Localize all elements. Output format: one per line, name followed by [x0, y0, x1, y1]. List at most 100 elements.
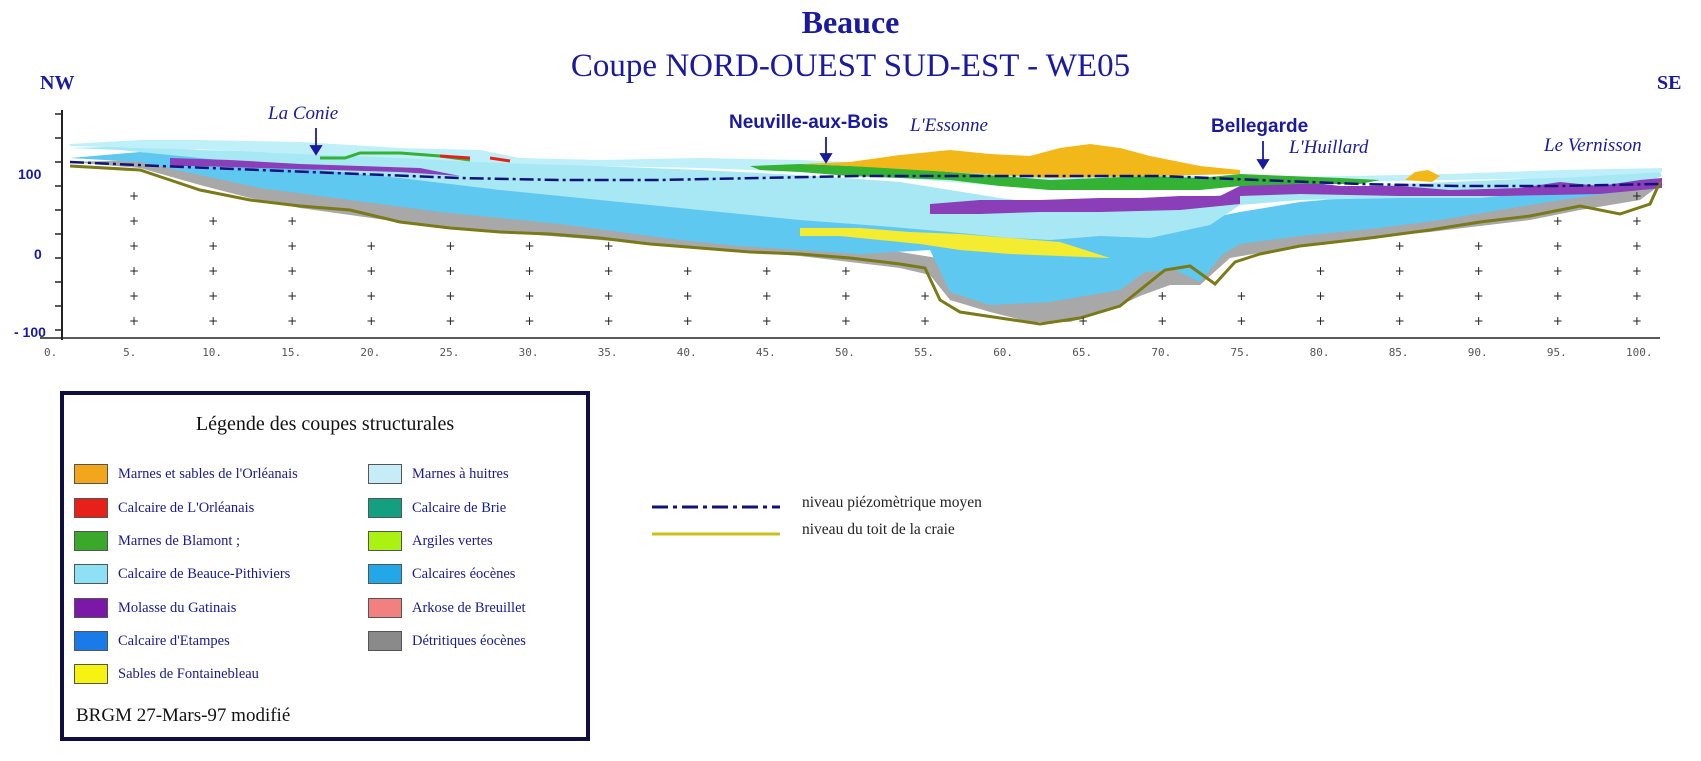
basement-cross: + [366, 264, 376, 278]
legend-swatch [74, 664, 108, 684]
basement-cross: + [208, 314, 218, 328]
place-lhuillard: L'Huillard [1289, 137, 1369, 158]
basement-cross: + [1395, 289, 1405, 303]
legend-label: Marnes et sables de l'Orléanais [118, 465, 298, 482]
legend-swatch [368, 464, 402, 484]
basement-cross: + [287, 264, 297, 278]
basement-cross: + [1553, 214, 1563, 228]
place-bellegarde: Bellegarde [1211, 116, 1309, 137]
basement-cross: + [1315, 314, 1325, 328]
basement-cross: + [366, 239, 376, 253]
x-tick-label: 5. [123, 346, 136, 359]
x-tick-label: 20. [360, 346, 380, 359]
diagram-subtitle: Coupe NORD-OUEST SUD-EST - WE05 [570, 48, 1131, 84]
legend-label: Marnes de Blamont ; [118, 532, 241, 549]
legend-swatch [74, 598, 108, 618]
legend-swatch [368, 498, 402, 518]
basement-cross: + [524, 289, 534, 303]
direction-nw: NW [40, 72, 75, 94]
basement-cross: + [208, 214, 218, 228]
basement-cross: + [1632, 214, 1642, 228]
basement-cross: + [1474, 264, 1484, 278]
legend-swatch [74, 498, 108, 518]
line-legend-label: niveau du toit de la craie [802, 521, 955, 538]
line-legend-label: niveau piézomètrique moyen [802, 494, 982, 511]
basement-cross: + [1395, 264, 1405, 278]
basement-cross: + [1553, 264, 1563, 278]
legend-swatch [74, 464, 108, 484]
legend-label: Calcaire de Brie [412, 499, 507, 516]
legend-label: Molasse du Gatinais [118, 599, 237, 616]
basement-cross: + [445, 264, 455, 278]
basement-cross: + [366, 314, 376, 328]
x-tick-label: 10. [202, 346, 222, 359]
layer-sables-fontainebleau [800, 228, 1110, 258]
legend-label: Calcaires éocènes [412, 565, 516, 582]
basement-cross: + [445, 289, 455, 303]
x-axis-tick-labels: 0. 5. 10. 15. 20. 25. 30. 35. 40. 45. 50. 55. 60. 65.… [44, 346, 1653, 359]
basement-cross: + [287, 239, 297, 253]
legend-label: Calcaire de L'Orléanais [118, 499, 255, 516]
x-tick-label: 60. [993, 346, 1013, 359]
piezo-line-sample [652, 505, 780, 509]
chalk-line-sample [652, 532, 780, 536]
place-neuville-aux-bois: Neuville-aux-Bois [729, 112, 889, 133]
basement-cross: + [604, 314, 614, 328]
x-tick-label: 15. [281, 346, 301, 359]
layer-orleanais-small [1405, 170, 1440, 182]
piezometric-line [69, 160, 1661, 188]
legend-title: Légende des coupes structurales [195, 413, 455, 435]
layer-molasse-gatinais [170, 158, 460, 176]
y-label-100: 100 [18, 166, 42, 182]
x-tick-label: 40. [677, 346, 697, 359]
basement-cross: + [1157, 289, 1167, 303]
basement-cross: + [524, 314, 534, 328]
legend-swatch [368, 564, 402, 584]
legend-label: Sables de Fontainebleau [118, 665, 259, 682]
legend-item: Marnes et sables de l'Orléanais [74, 463, 298, 485]
basement-cross: + [208, 239, 218, 253]
basement-cross: + [762, 264, 772, 278]
x-tick-label: 35. [598, 346, 618, 359]
basement-cross: + [129, 289, 139, 303]
legend-swatch [74, 631, 108, 651]
legend-swatch [74, 531, 108, 551]
basement-cross: + [445, 314, 455, 328]
legend-item: Détritiques éocènes [368, 630, 526, 652]
basement-cross: + [1632, 314, 1642, 328]
x-tick-label: 25. [440, 346, 460, 359]
basement-cross: + [1395, 314, 1405, 328]
legend-item: Marnes à huitres [368, 463, 509, 485]
basement-cross: + [1236, 314, 1246, 328]
legend-box: Légende des coupes structurales Marnes e… [60, 391, 590, 741]
basement-cross: + [1078, 314, 1088, 328]
x-tick-label: 80. [1310, 346, 1330, 359]
basement-cross: + [683, 289, 693, 303]
x-tick-label: 95. [1547, 346, 1567, 359]
legend-label: Arkose de Breuillet [412, 599, 526, 616]
basement-cross: + [524, 264, 534, 278]
legend-label: Marnes à huitres [412, 465, 509, 482]
legend-item: Calcaires éocènes [368, 563, 515, 585]
basement-cross: + [1474, 239, 1484, 253]
y-label-0: 0 [34, 246, 42, 262]
basement-cross: + [1474, 289, 1484, 303]
basement-cross: + [524, 239, 534, 253]
basement-cross: + [604, 264, 614, 278]
basement-cross: + [1157, 314, 1167, 328]
x-tick-label: 100. [1626, 346, 1653, 359]
basement-cross: + [129, 314, 139, 328]
basement-cross: + [1395, 239, 1405, 253]
basement-cross: + [1315, 264, 1325, 278]
legend-item: Arkose de Breuillet [368, 597, 526, 619]
legend-label: Argiles vertes [412, 532, 493, 549]
basement-cross: + [762, 289, 772, 303]
basement-cross: + [604, 239, 614, 253]
legend-swatch [368, 631, 402, 651]
x-tick-label: 75. [1231, 346, 1251, 359]
basement-cross: + [287, 289, 297, 303]
cross-section: + + + + + + + + + + + + + + + + + + + + + + + + + + + + + + + + + + + + + + + +… [40, 110, 1662, 359]
layer-molasse-gatinais-2 [930, 186, 1240, 214]
place-lessonne: L'Essonne [910, 115, 988, 136]
basement-cross: + [287, 314, 297, 328]
